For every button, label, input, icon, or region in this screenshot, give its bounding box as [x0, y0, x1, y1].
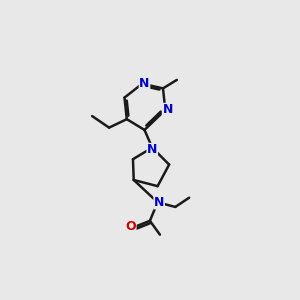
Text: N: N — [162, 103, 173, 116]
Text: N: N — [139, 77, 150, 90]
Text: N: N — [147, 143, 158, 157]
Text: N: N — [154, 196, 164, 209]
Text: O: O — [125, 220, 136, 233]
